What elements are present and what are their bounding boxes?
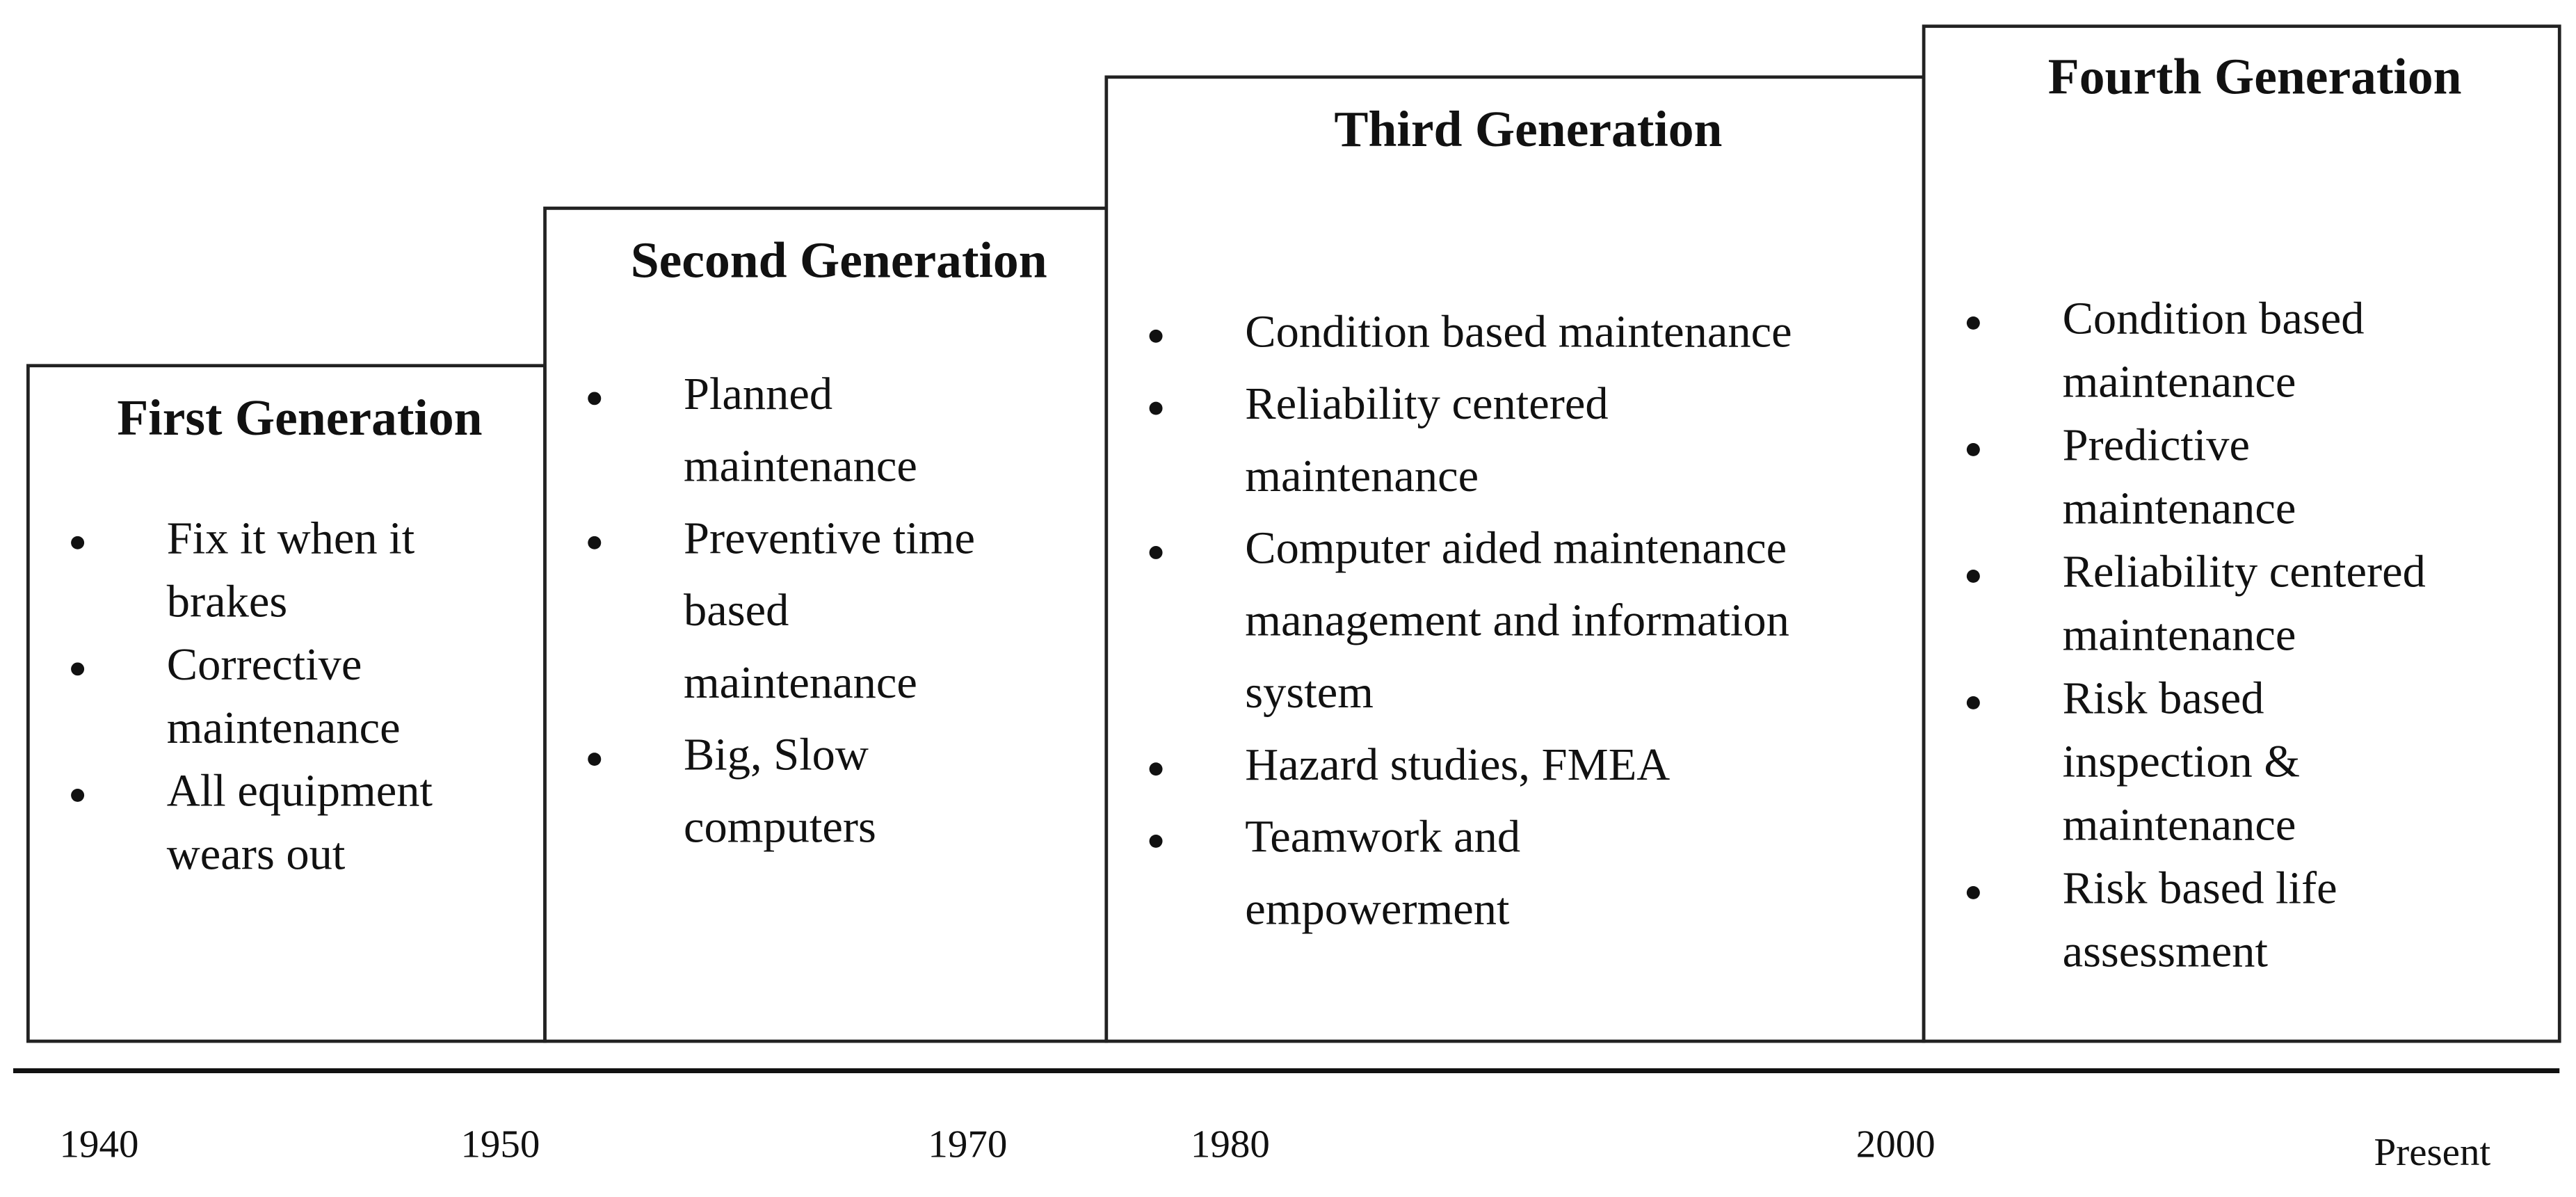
item-text: Risk based bbox=[2063, 673, 2264, 724]
item-text: maintenance bbox=[684, 657, 917, 708]
timeline-label: 2000 bbox=[1856, 1122, 1935, 1166]
bullet bbox=[588, 392, 602, 405]
item-text: Condition based maintenance bbox=[1245, 307, 1792, 358]
item-text: maintenance bbox=[2063, 610, 2296, 661]
item-text: Reliability centered bbox=[2063, 547, 2426, 597]
item-text: maintenance bbox=[2063, 483, 2296, 534]
bullet bbox=[1966, 570, 1980, 583]
item-text: empowerment bbox=[1245, 884, 1510, 935]
bullet bbox=[1966, 443, 1980, 456]
bullet bbox=[588, 536, 602, 549]
bullet bbox=[71, 536, 85, 549]
item-text: Fix it when it bbox=[167, 513, 415, 564]
item-text: maintenance bbox=[684, 441, 917, 492]
generation-title: Third Generation bbox=[1334, 101, 1722, 157]
bullet bbox=[1149, 329, 1163, 343]
item-text: assessment bbox=[2063, 926, 2269, 977]
generation-title: First Generation bbox=[117, 389, 482, 446]
item-text: brakes bbox=[167, 576, 287, 627]
item-text: Teamwork and bbox=[1245, 812, 1520, 862]
item-text: Predictive bbox=[2063, 420, 2250, 471]
item-text: Condition based bbox=[2063, 294, 2365, 344]
bullet bbox=[1966, 696, 1980, 709]
bullet bbox=[1149, 762, 1163, 776]
bullet bbox=[1149, 401, 1163, 415]
generation-title: Second Generation bbox=[631, 232, 1047, 289]
item-text: management and information bbox=[1245, 595, 1789, 646]
timeline-label: 1940 bbox=[59, 1122, 138, 1166]
item-text: Computer aided maintenance bbox=[1245, 523, 1787, 574]
item-text: wears out bbox=[167, 829, 346, 880]
item-text: maintenance bbox=[1245, 451, 1479, 501]
item-text: computers bbox=[684, 802, 876, 853]
item-text: Big, Slow bbox=[684, 730, 869, 780]
item-text: maintenance bbox=[2063, 800, 2296, 851]
bullet bbox=[588, 753, 602, 766]
bullet bbox=[71, 662, 85, 676]
item-text: Hazard studies, FMEA bbox=[1245, 739, 1670, 790]
item-text: system bbox=[1245, 667, 1374, 718]
item-text: maintenance bbox=[167, 702, 401, 753]
item-text: maintenance bbox=[2063, 357, 2296, 408]
timeline-label: 1980 bbox=[1191, 1122, 1270, 1166]
bullet bbox=[1149, 834, 1163, 848]
bullet bbox=[1966, 316, 1980, 330]
item-text: Planned bbox=[684, 369, 832, 419]
item-text: Corrective bbox=[167, 639, 362, 690]
bullet bbox=[1966, 886, 1980, 899]
generation-box bbox=[543, 207, 1109, 1043]
bullet bbox=[71, 788, 85, 802]
item-text: inspection & bbox=[2063, 737, 2301, 787]
timeline-label: 1950 bbox=[460, 1122, 540, 1166]
item-text: Reliability centered bbox=[1245, 378, 1608, 429]
item-text: based bbox=[684, 585, 789, 636]
item-text: Preventive time bbox=[684, 513, 975, 564]
generation-box bbox=[26, 364, 547, 1043]
bullet bbox=[1149, 546, 1163, 559]
generation-box bbox=[1922, 24, 2561, 1043]
item-text: Risk based life bbox=[2063, 863, 2337, 914]
generation-title: Fourth Generation bbox=[2048, 49, 2462, 105]
item-text: All equipment bbox=[167, 766, 433, 817]
timeline-label: Present bbox=[2374, 1130, 2491, 1174]
generation-box bbox=[1104, 75, 1926, 1043]
timeline-label: 1970 bbox=[928, 1122, 1007, 1166]
